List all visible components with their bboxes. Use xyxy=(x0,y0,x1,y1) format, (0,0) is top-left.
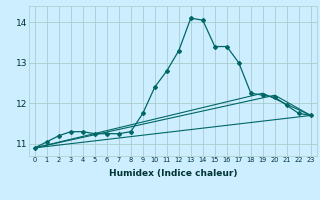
X-axis label: Humidex (Indice chaleur): Humidex (Indice chaleur) xyxy=(108,169,237,178)
